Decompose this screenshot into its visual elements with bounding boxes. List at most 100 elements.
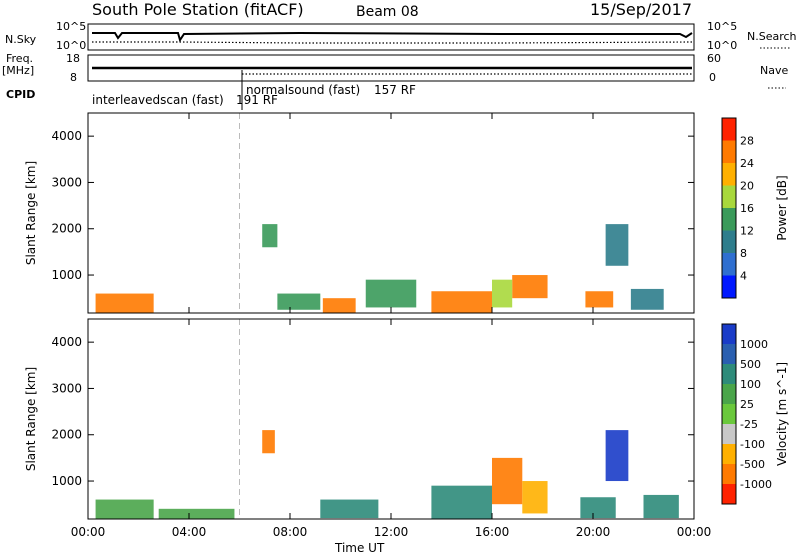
power-colorbar-tick-5: 24 (740, 157, 754, 170)
power-data-patch-0 (95, 293, 154, 313)
power-data-patch-6 (605, 224, 629, 266)
x-tick-label-4: 16:00 (475, 525, 510, 539)
velocity-colorbar-tick-0: 1000 (740, 338, 768, 351)
freq-right-tick-bottom: 0 (709, 71, 716, 84)
velocity-y-tick-label-0: 1000 (51, 474, 82, 488)
power-y-tick-label-3: 4000 (51, 129, 82, 143)
power-colorbar-frame (721, 117, 737, 299)
power-colorbar-swatch-4 (722, 185, 736, 208)
power-colorbar-tick-4: 20 (740, 180, 754, 193)
power-data-patch-5 (262, 224, 278, 248)
velocity-y-tick-label-2: 3000 (51, 381, 82, 395)
velocity-panel: 1000 2000 3000 4000 Slant Range [km] (24, 318, 695, 520)
noise-left-tick-bottom: 10^0 (56, 39, 86, 52)
velocity-colorbar-swatch-5 (722, 384, 736, 404)
power-y-tick-label-1: 2000 (51, 222, 82, 236)
cpid-segment-1-label: interleavedscan (fast) (92, 93, 224, 107)
freq-label: Freq. (6, 52, 33, 65)
velocity-colorbar-swatch-8 (722, 324, 736, 344)
velocity-colorbar-tick-1: 500 (740, 358, 761, 371)
velocity-colorbar-swatch-0 (722, 484, 736, 504)
nave-label: Nave (760, 64, 788, 77)
power-data-patch-1 (322, 298, 356, 313)
power-colorbar-swatch-7 (722, 118, 736, 141)
velocity-data-patch-6 (605, 430, 629, 482)
power-colorbar-swatch-1 (722, 253, 736, 276)
nsky-trace (92, 31, 693, 43)
velocity-colorbar-swatch-3 (722, 424, 736, 444)
power-data-patch-9 (277, 293, 321, 310)
power-colorbar-label: Power [dB] (775, 175, 789, 240)
velocity-colorbar-swatch-2 (722, 444, 736, 464)
power-colorbar-tick-6: 28 (740, 135, 754, 148)
power-data-patch-7 (365, 279, 417, 308)
velocity-colorbar-tick-4: -25 (740, 418, 758, 431)
velocity-y-tick-label-3: 4000 (51, 335, 82, 349)
x-tick-label-3: 12:00 (374, 525, 409, 539)
power-colorbar-swatch-5 (722, 163, 736, 186)
velocity-data-patch-7 (580, 497, 616, 519)
x-tick-label-2: 08:00 (273, 525, 308, 539)
power-data-patch-2 (431, 291, 492, 313)
velocity-data-patch-1 (158, 508, 235, 519)
velocity-data-patch-5 (522, 481, 548, 514)
date-label: 15/Sep/2017 (590, 0, 692, 19)
velocity-colorbar-swatch-7 (722, 344, 736, 364)
cpid-label: CPID (6, 88, 35, 101)
nsearch-label: N.Search (747, 30, 797, 43)
cpid-segment-2-label: normalsound (fast) (246, 83, 360, 97)
x-axis-label: Time UT (334, 541, 385, 554)
velocity-data-patch-4 (492, 457, 523, 505)
velocity-data-patch-9 (643, 494, 679, 519)
power-colorbar: 4 8 12 16 20 24 28 Power [dB] (721, 117, 789, 299)
power-y-axis-label: Slant Range [km] (24, 161, 38, 265)
nsearch-trace (92, 41, 693, 44)
x-tick-label-1: 04:00 (172, 525, 207, 539)
power-y-tick-label-2: 3000 (51, 175, 82, 189)
nsky-label: N.Sky (5, 33, 37, 46)
velocity-panel-frame (87, 318, 695, 520)
noise-left-tick-top: 10^5 (56, 20, 86, 33)
power-data-patch-4 (585, 291, 614, 308)
power-colorbar-tick-3: 16 (740, 202, 754, 215)
velocity-colorbar-tick-6: -500 (740, 458, 765, 471)
x-tick-label-0: 00:00 (71, 525, 106, 539)
freq-left-tick-top: 18 (66, 52, 80, 65)
x-tick-label-6: 00:00 (677, 525, 712, 539)
freq-unit-label: [MHz] (2, 64, 34, 77)
velocity-y-axis-label: Slant Range [km] (24, 367, 38, 471)
power-colorbar-tick-2: 12 (740, 225, 754, 238)
velocity-colorbar-swatch-6 (722, 364, 736, 384)
velocity-data-patch-8 (320, 499, 379, 519)
velocity-data-patch-3 (431, 485, 492, 519)
cpid-segment-1-code: 191 RF (236, 93, 278, 107)
velocity-data-patch-2 (262, 430, 275, 454)
power-y-tick-label-0: 1000 (51, 268, 82, 282)
noise-panel-frame (87, 23, 695, 51)
power-colorbar-tick-1: 8 (740, 247, 747, 260)
noise-right-tick-bottom: 10^0 (707, 39, 737, 52)
velocity-colorbar-tick-3: 25 (740, 398, 754, 411)
station-title: South Pole Station (fitACF) (92, 0, 304, 19)
freq-panel-frame (87, 54, 695, 82)
power-colorbar-tick-0: 4 (740, 270, 747, 283)
beam-label: Beam 08 (356, 4, 419, 20)
velocity-colorbar-swatch-4 (722, 404, 736, 424)
freq-left-tick-bottom: 8 (70, 71, 77, 84)
power-panel: 1000 2000 3000 4000 Slant Range [km] (24, 112, 695, 314)
power-data-patch-8 (492, 279, 513, 308)
power-colorbar-swatch-0 (722, 275, 736, 298)
power-data-patch-3 (512, 275, 548, 299)
velocity-data-patch-0 (95, 499, 154, 519)
power-colorbar-swatch-3 (722, 208, 736, 231)
noise-right-tick-top: 10^5 (707, 20, 737, 33)
x-tick-label-5: 20:00 (576, 525, 611, 539)
velocity-colorbar-swatch-1 (722, 464, 736, 484)
cpid-segment-2-code: 157 RF (374, 83, 416, 97)
power-colorbar-swatch-2 (722, 230, 736, 253)
velocity-colorbar-tick-5: -100 (740, 438, 765, 451)
power-colorbar-swatch-6 (722, 140, 736, 163)
